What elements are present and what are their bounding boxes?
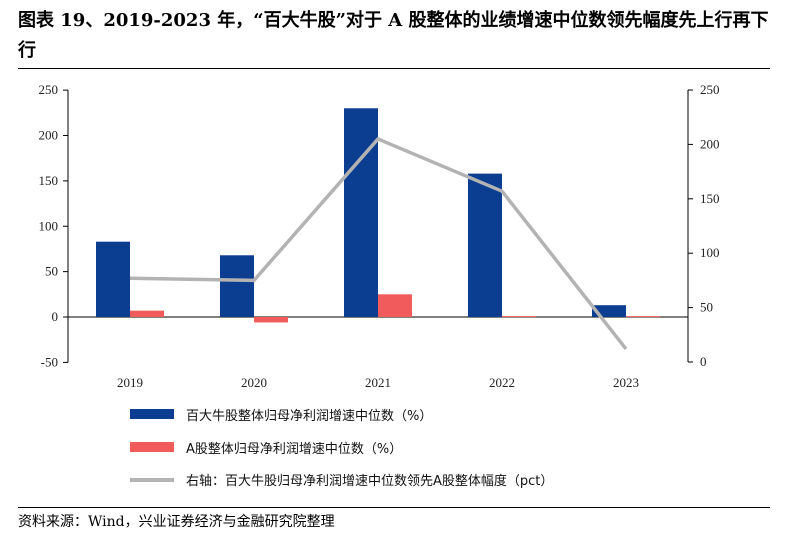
bar-top100-2019 <box>96 241 130 317</box>
left-axis-tick-label: 50 <box>45 264 58 279</box>
bar-a-share-2020 <box>254 317 288 323</box>
source-divider <box>18 507 770 508</box>
plot-area: -50 0 50 100 150 200 250 0 50 100 150 200 250 2019 202… <box>39 82 720 390</box>
x-axis-tick-label: 2019 <box>117 375 143 390</box>
bar-top100-2023 <box>592 305 626 317</box>
legend-swatch <box>130 442 174 452</box>
bar-a-share-2022 <box>502 316 536 318</box>
x-axis-tick-label: 2023 <box>613 375 639 390</box>
right-axis-tick-label: 50 <box>700 300 713 315</box>
x-axis-tick-label: 2022 <box>489 375 515 390</box>
bar-a-share-2019 <box>130 310 164 317</box>
chart-title: 图表 19、2019-2023 年，“百大牛股”对于 A 股整体的业绩增速中位数… <box>18 10 769 61</box>
right-axis-tick-label: 0 <box>700 354 707 369</box>
legend-label: 百大牛股整体归母净利润增速中位数（%） <box>186 409 432 424</box>
right-axis-tick-label: 200 <box>700 136 720 151</box>
bar-a-share-2023 <box>626 316 660 318</box>
legend-label: 右轴：百大牛股归母净利润增速中位数领先A股整体幅度（pct） <box>186 473 553 489</box>
x-axis-tick-label: 2020 <box>241 375 267 390</box>
x-axis-tick-label: 2021 <box>365 375 391 390</box>
chart: -50 0 50 100 150 200 250 0 50 100 150 200 250 2019 202… <box>39 82 720 489</box>
right-axis-tick-label: 100 <box>700 245 720 260</box>
left-axis-tick-label: 150 <box>39 173 59 188</box>
title-divider <box>18 68 770 69</box>
legend-swatch <box>130 409 174 419</box>
source-note: 资料来源：Wind，兴业证券经济与金融研究院整理 <box>18 514 335 530</box>
lead-margin-line <box>129 137 628 351</box>
legend: 百大牛股整体归母净利润增速中位数（%） A股整体归母净利润增速中位数（%） 右轴：百… <box>130 409 553 489</box>
left-axis-tick-label: 0 <box>52 309 59 324</box>
left-axis-tick-label: 200 <box>39 128 59 143</box>
bar-a-share-2021 <box>378 294 412 317</box>
bar-top100-2021 <box>344 108 378 318</box>
right-axis-tick-label: 150 <box>700 191 720 206</box>
right-axis-tick-label: 250 <box>700 82 720 97</box>
left-axis-tick-label: -50 <box>41 354 58 369</box>
left-axis-tick-label: 100 <box>39 218 59 233</box>
bar-top100-2020 <box>220 255 254 317</box>
left-axis-tick-label: 250 <box>39 82 59 97</box>
bar-top100-2022 <box>468 173 502 317</box>
legend-label: A股整体归母净利润增速中位数（%） <box>186 442 402 457</box>
